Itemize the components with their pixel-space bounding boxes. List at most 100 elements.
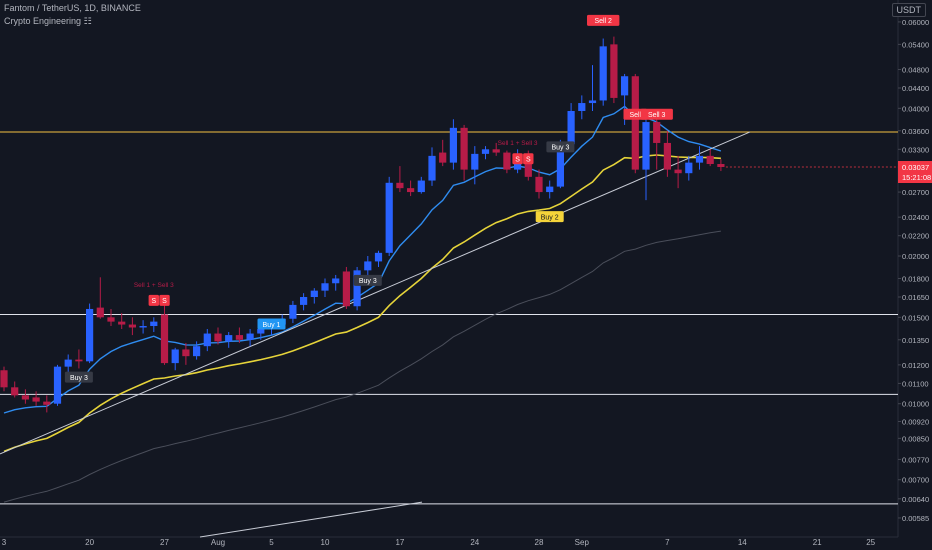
x-tick-label: 27 [160,538,169,547]
candle-body [225,335,233,342]
x-tick-label: Aug [211,538,225,547]
candle-body [193,346,201,357]
candle-body [460,127,468,170]
y-tick-label: 0.02000 [902,252,929,261]
candle-body [674,169,682,174]
candle-body [439,152,447,163]
signal-label-box [535,211,564,223]
y-tick-label: 0.04000 [902,104,929,113]
candle-body [353,270,361,307]
candle-body [428,155,436,181]
candle-body [610,44,618,98]
x-tick-label: 17 [395,538,404,547]
candle-body [599,46,607,101]
y-tick-label: 0.02400 [902,213,929,222]
candle-body [118,321,126,325]
x-tick-label: Sep [575,538,590,547]
candle-body [21,395,29,400]
x-tick-label: 25 [866,538,875,547]
y-tick-label: 0.00700 [902,476,929,485]
candle-body [11,387,19,396]
trendline-main [0,131,751,455]
candle-body [621,76,629,96]
x-tick-label: 28 [535,538,544,547]
signal-label-box [257,318,286,330]
candle-body [567,110,575,145]
signal-label: Sell 2 [594,18,612,25]
candle-body [310,290,318,298]
candle-body [663,142,671,170]
signal-label: S [515,157,520,164]
y-tick-label: 0.06000 [902,18,929,27]
y-tick-label: 0.01100 [902,379,929,388]
candle-body [32,397,40,402]
symbol-title: Fantom / TetherUS, 1D, BINANCE [4,3,141,13]
candle-body [471,153,479,170]
candle-body [695,155,704,163]
settings-icon[interactable]: ☷ [83,16,92,26]
candle-body [150,321,158,327]
y-tick-label: 0.03300 [902,145,929,154]
y-tick-label: 0.01650 [902,293,929,302]
candle-body [449,127,457,163]
x-tick-label: 24 [470,538,479,547]
candle-body [374,252,383,262]
candle-body [578,103,586,111]
y-tick-label: 0.01500 [902,313,929,322]
candle-body [653,122,661,143]
y-tick-label: 0.02700 [902,188,929,197]
signal-label-box [523,153,534,165]
candle-body [642,122,650,170]
candle-body [160,314,169,364]
candle-body [86,308,94,362]
candle-body [214,333,222,342]
candle-body [43,401,51,405]
y-tick-label: 0.01200 [902,361,929,370]
candle-body [481,149,490,154]
signal-label-box [587,14,620,26]
signal-text: Sell 1 + Sell 3 [134,282,174,289]
current-price-value: 0.03037 [902,163,929,172]
y-tick-label: 0.05400 [902,40,929,49]
candle-body [524,155,532,177]
candle-body [257,328,265,334]
candle-body [535,176,543,193]
signal-label: S [151,298,156,305]
candle-body [107,317,115,322]
signal-label-box [512,153,523,165]
signal-label-box [64,371,93,383]
x-tick-label: 20 [85,538,94,547]
candle-body [246,333,254,340]
y-tick-label: 0.01350 [902,336,929,345]
signal-label: Buy 3 [70,375,88,382]
y-tick-label: 0.01800 [902,274,929,283]
candle-body [385,182,393,253]
signal-label-box [148,294,159,306]
signal-label-box [159,294,170,306]
signal-label: Sell 3 [648,112,666,119]
candle-body [492,149,500,153]
candle-body [321,283,329,291]
candle-body [75,359,83,362]
axis-unit-badge[interactable]: USDT [891,3,926,17]
bar-countdown: 15:21:08 [902,173,931,182]
x-tick-label: 14 [738,538,747,547]
signal-label: Buy 2 [541,214,559,221]
candle-body [0,370,8,388]
signal-text: Sell 1 + Sell 3 [498,140,538,147]
candle-body [631,76,639,170]
x-tick-label: 3 [2,538,7,547]
y-tick-label: 0.00850 [902,434,929,443]
y-tick-label: 0.01000 [902,400,929,409]
y-tick-label: 0.00770 [902,455,929,464]
signal-label-box [640,108,673,120]
price-tag-box [898,161,932,184]
candle-body [407,188,415,193]
candle-body [588,100,597,104]
candle-body [182,349,190,357]
indicator-title: Crypto Engineering ☷ [4,16,92,27]
candle-body [332,278,340,284]
signal-label: S [526,157,531,164]
candle-body [300,297,308,305]
